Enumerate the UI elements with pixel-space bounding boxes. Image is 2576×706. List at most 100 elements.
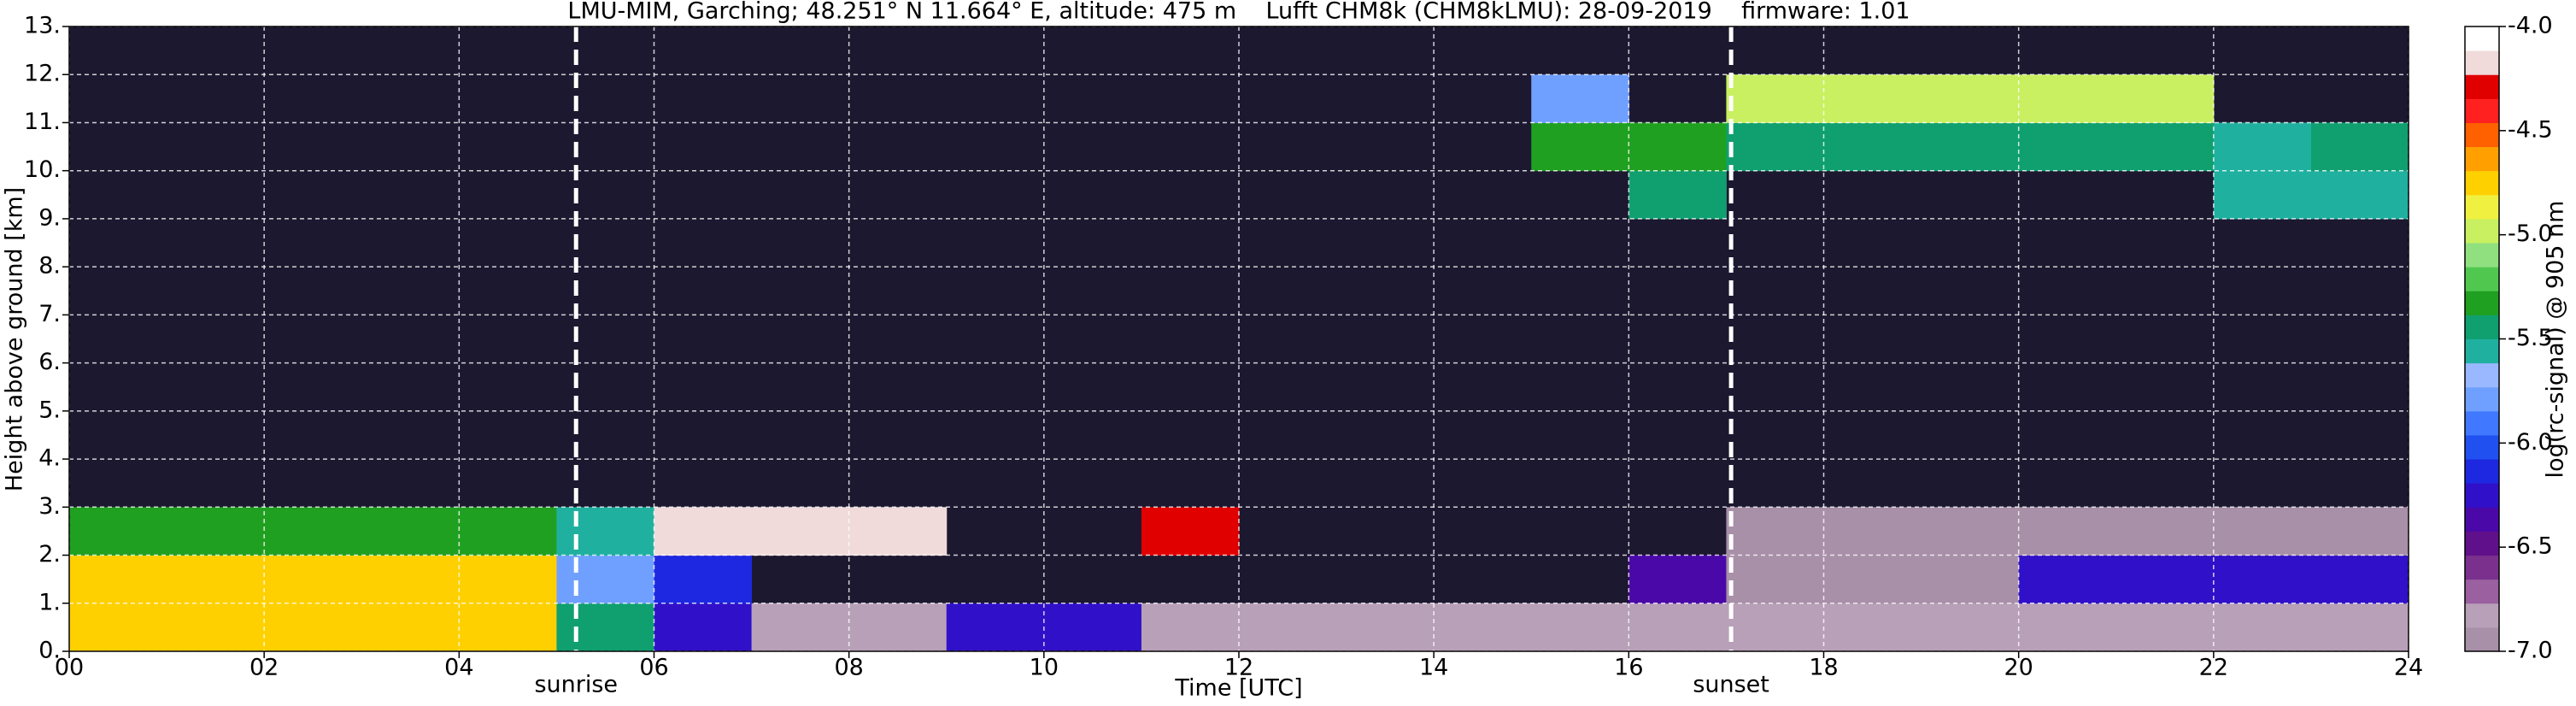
x-tick-label: 16 bbox=[1614, 655, 1643, 681]
y-axis-label: Height above ground [km] bbox=[2, 187, 28, 491]
heatmap-cell bbox=[1921, 507, 2020, 556]
heatmap-cell bbox=[2213, 170, 2312, 220]
x-tick-label: 02 bbox=[249, 655, 279, 681]
colorbar-swatch bbox=[2465, 26, 2499, 51]
x-tick-label: 08 bbox=[834, 655, 863, 681]
heatmap-cell bbox=[1141, 603, 1240, 652]
colorbar-swatch bbox=[2465, 315, 2499, 339]
x-tick-label: 20 bbox=[2004, 655, 2033, 681]
heatmap-cell bbox=[1239, 603, 1337, 652]
colorbar-tick-label: -4.0 bbox=[2508, 13, 2553, 39]
heatmap-cell bbox=[2310, 555, 2409, 604]
heatmap-cell bbox=[1823, 555, 1922, 604]
colorbar-swatch bbox=[2465, 603, 2499, 628]
heatmap-cell bbox=[459, 603, 557, 652]
y-tick-label: 0. bbox=[38, 638, 61, 664]
heatmap-cell bbox=[1043, 603, 1142, 652]
heatmap-cell bbox=[751, 507, 850, 556]
colorbar-swatch bbox=[2465, 362, 2499, 388]
heatmap-cell bbox=[1628, 555, 1727, 604]
heatmap-cell bbox=[361, 507, 460, 556]
heatmap-cell bbox=[1921, 555, 2020, 604]
colorbar-swatch bbox=[2465, 483, 2499, 508]
y-tick-label: 10. bbox=[24, 156, 61, 183]
annotation-label: sunset bbox=[1693, 672, 1769, 698]
heatmap-cell bbox=[556, 555, 654, 604]
heatmap-cell bbox=[1726, 507, 1824, 556]
y-tick-label: 9. bbox=[38, 204, 61, 231]
heatmap-cell bbox=[1823, 507, 1922, 556]
y-tick-label: 3. bbox=[38, 493, 61, 520]
heatmap-cell bbox=[2018, 603, 2117, 652]
colorbar-swatch bbox=[2465, 579, 2499, 604]
colorbar-tick-label: -5.0 bbox=[2508, 221, 2553, 247]
heatmap-cell bbox=[1628, 170, 1727, 220]
colorbar-label: log(rc-signal) @ 905 nm bbox=[2543, 201, 2569, 479]
heatmap-cell bbox=[848, 507, 948, 556]
heatmap-cell bbox=[1531, 603, 1629, 652]
colorbar-swatch bbox=[2465, 74, 2499, 99]
colorbar-swatch bbox=[2465, 218, 2499, 244]
heatmap-cell bbox=[946, 603, 1045, 652]
y-tick-label: 4. bbox=[38, 445, 61, 472]
heatmap-cell bbox=[556, 507, 654, 556]
x-tick-label: 04 bbox=[444, 655, 473, 681]
colorbar-swatch bbox=[2465, 338, 2499, 364]
heatmap-cell bbox=[1141, 507, 1240, 556]
colorbar-tick-label: -6.0 bbox=[2508, 429, 2553, 456]
y-tick-label: 12. bbox=[24, 61, 61, 87]
colorbar-swatch bbox=[2465, 459, 2499, 484]
y-tick-label: 11. bbox=[24, 109, 61, 135]
colorbar-swatch bbox=[2465, 386, 2499, 412]
heatmap-cell bbox=[2018, 555, 2117, 604]
heatmap-cell bbox=[69, 555, 167, 604]
heatmap-cell bbox=[69, 507, 167, 556]
heatmap-cell bbox=[556, 603, 654, 652]
heatmap-cell bbox=[1823, 74, 1922, 123]
colorbar-swatch bbox=[2465, 194, 2499, 220]
colorbar-swatch bbox=[2465, 122, 2499, 148]
heatmap-cell bbox=[167, 603, 265, 652]
heatmap-cell bbox=[2018, 122, 2117, 172]
y-tick-label: 7. bbox=[38, 301, 61, 327]
heatmap-cell bbox=[459, 555, 557, 604]
y-tick-label: 2. bbox=[38, 541, 61, 568]
heatmap-cell bbox=[2213, 555, 2312, 604]
heatmap-cell bbox=[1628, 122, 1727, 172]
heatmap-cell bbox=[654, 555, 753, 604]
x-tick-label: 00 bbox=[55, 655, 84, 681]
colorbar-swatch bbox=[2465, 267, 2499, 291]
colorbar-swatch bbox=[2465, 170, 2499, 196]
colorbar-swatch bbox=[2465, 146, 2499, 172]
heatmap-cell bbox=[848, 603, 948, 652]
colorbar-swatch bbox=[2465, 531, 2499, 556]
heatmap-cell bbox=[2213, 507, 2312, 556]
heatmap-cell bbox=[2115, 74, 2215, 123]
heatmap-cell bbox=[2310, 507, 2409, 556]
y-tick-label: 13. bbox=[24, 13, 61, 39]
colorbar-swatch bbox=[2465, 291, 2499, 315]
heatmap-cell bbox=[1531, 74, 1629, 123]
colorbar-swatch bbox=[2465, 98, 2499, 123]
heatmap-cell bbox=[2115, 507, 2215, 556]
heatmap-cell bbox=[2115, 555, 2215, 604]
heatmap-cell bbox=[1628, 603, 1727, 652]
colorbar-swatch bbox=[2465, 507, 2499, 532]
heatmap-cell bbox=[361, 603, 460, 652]
annotation-label: sunrise bbox=[534, 672, 618, 698]
heatmap-cell bbox=[2213, 603, 2312, 652]
colorbar-swatch bbox=[2465, 50, 2499, 75]
x-tick-label: 10 bbox=[1030, 655, 1059, 681]
heatmap-cell bbox=[459, 507, 557, 556]
y-tick-label: 1. bbox=[38, 589, 61, 615]
heatmap-cell bbox=[2213, 122, 2312, 172]
y-tick-label: 6. bbox=[38, 349, 61, 375]
heatmap-cell bbox=[361, 555, 460, 604]
x-tick-label: 12 bbox=[1224, 655, 1253, 681]
heatmap-cell bbox=[2018, 74, 2117, 123]
heatmap-cell bbox=[2310, 603, 2409, 652]
x-tick-label: 18 bbox=[1809, 655, 1838, 681]
heatmap-cell bbox=[1921, 603, 2020, 652]
heatmap-cell bbox=[264, 603, 362, 652]
